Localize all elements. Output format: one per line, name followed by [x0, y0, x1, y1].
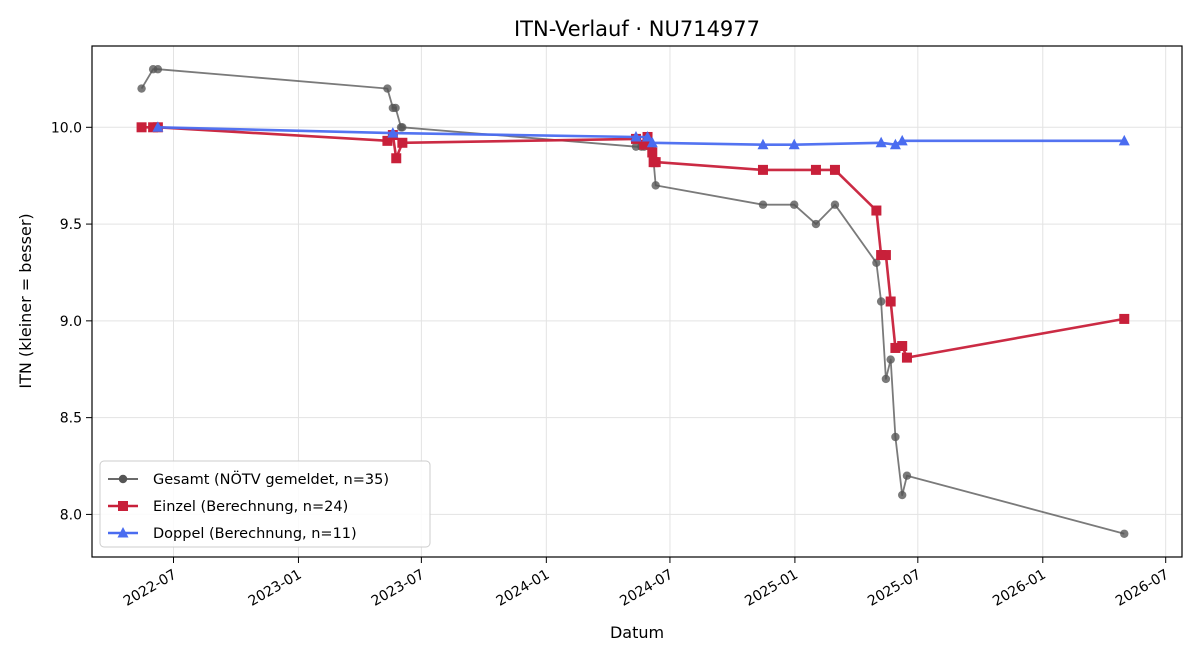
data-point-circle: [758, 200, 768, 209]
data-point-circle: [876, 297, 886, 306]
data-point-circle: [872, 258, 881, 267]
legend-label: Gesamt (NÖTV gemeldet, n=35): [153, 470, 389, 488]
data-point-triangle: [646, 136, 658, 148]
data-point-triangle: [875, 136, 887, 148]
legend-marker-triangle: [117, 527, 129, 538]
y-axis-label: ITN (kleiner = besser): [16, 213, 35, 388]
y-tick-label: 9.0: [60, 314, 82, 330]
data-point-triangle: [896, 134, 908, 146]
plot-area-frame: [91, 45, 1183, 558]
data-point-square: [391, 153, 402, 164]
data-point-circle: [811, 219, 821, 229]
data-point-circle: [651, 181, 660, 190]
data-point-triangle: [788, 138, 800, 150]
legend-label: Einzel (Berechnung, n=24): [153, 499, 348, 515]
data-point-square: [880, 250, 891, 261]
data-point-square: [810, 164, 821, 175]
data-point-triangle: [642, 130, 654, 142]
data-point-square: [382, 135, 393, 146]
legend-marker-square: [118, 501, 128, 511]
legend-label: Doppel (Berechnung, n=11): [153, 526, 357, 542]
data-point-circle: [391, 103, 400, 113]
y-tick-label: 8.5: [60, 411, 82, 427]
data-point-triangle: [387, 127, 399, 138]
data-point-square: [397, 137, 408, 148]
data-point-square: [829, 164, 840, 175]
series-layer: [136, 65, 1130, 538]
data-point-circle: [902, 471, 912, 480]
data-point-square: [890, 342, 901, 353]
data-point-circle: [891, 432, 900, 442]
data-point-square: [136, 122, 147, 133]
y-tick-label: 9.5: [60, 217, 82, 233]
data-point-square: [639, 139, 650, 150]
y-axis: 8.0 8.5 9.0 9.5 10.0: [51, 120, 92, 523]
data-point-circle: [153, 65, 163, 74]
data-point-square: [757, 164, 768, 175]
data-point-square: [871, 205, 882, 216]
data-point-circle: [398, 123, 407, 132]
data-point-triangle: [1118, 134, 1130, 146]
data-point-triangle: [757, 138, 769, 150]
y-tick-label: 10.0: [51, 120, 82, 136]
legend-box: [99, 460, 431, 548]
data-point-circle: [137, 84, 146, 93]
data-point-circle: [830, 200, 840, 209]
data-point-circle: [881, 374, 891, 384]
chart-title: ITN-Verlauf · NU714977: [514, 17, 760, 41]
data-point-circle: [897, 490, 907, 500]
data-point-square: [1119, 313, 1130, 324]
data-point-square: [650, 157, 661, 168]
data-point-square: [885, 296, 896, 307]
data-point-square: [901, 352, 912, 363]
y-tick-label: 8.0: [60, 507, 82, 523]
data-point-circle: [790, 200, 799, 209]
data-point-circle: [1120, 529, 1129, 538]
legend: Gesamt (NÖTV gemeldet, n=35) Einzel (Bere…: [99, 460, 431, 548]
data-point-circle: [383, 84, 392, 93]
data-point-square: [647, 147, 658, 158]
x-axis-label: Datum: [610, 623, 664, 642]
grid-lines: [92, 46, 1182, 557]
data-point-triangle: [152, 121, 164, 132]
legend-marker-circle: [118, 474, 128, 484]
data-point-triangle: [889, 138, 901, 150]
data-point-triangle: [630, 130, 642, 142]
data-point-circle: [886, 355, 895, 364]
data-point-square: [897, 341, 908, 352]
series-2: [152, 121, 1130, 150]
